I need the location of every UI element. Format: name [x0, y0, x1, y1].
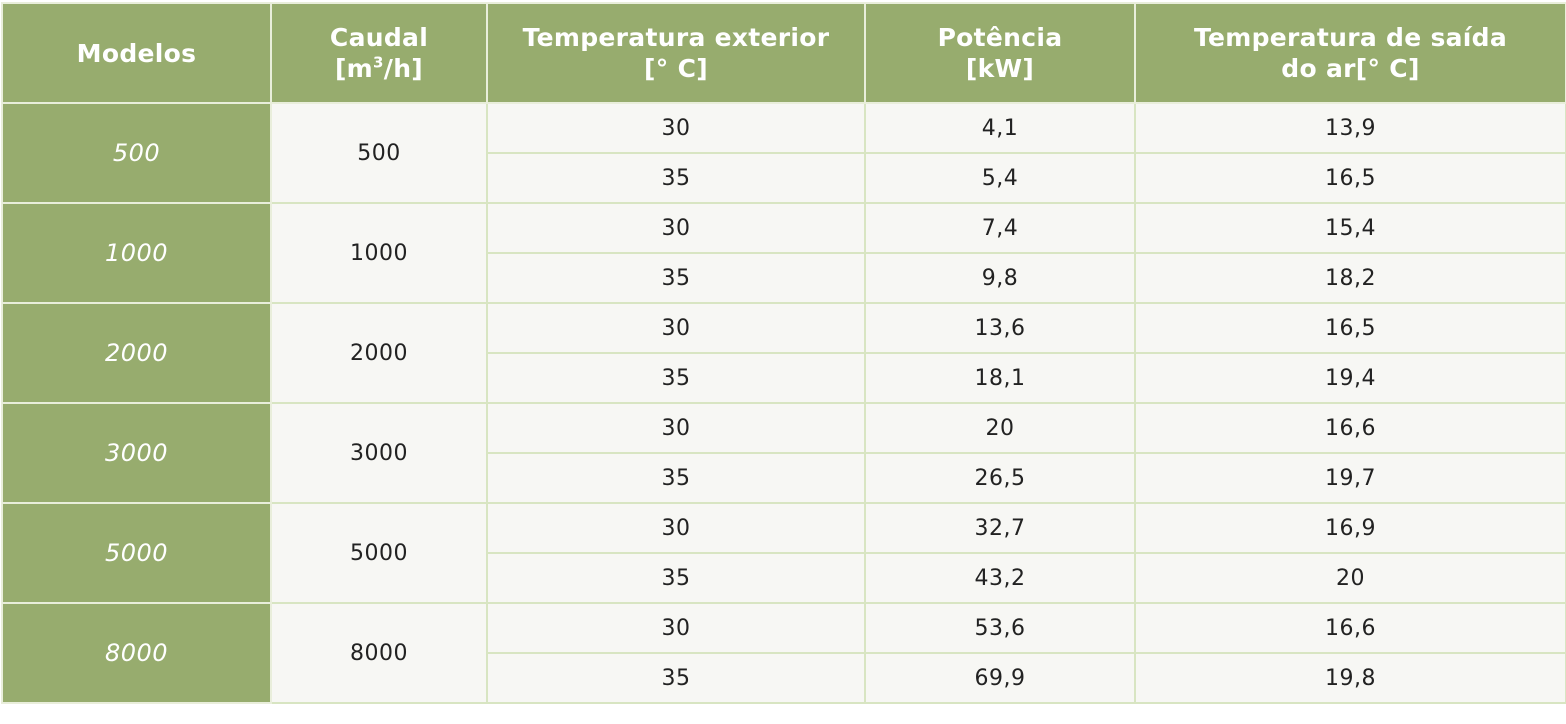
header-temperatura-exterior: Temperatura exterior [° C] [486, 2, 866, 104]
temperatura-saida-cell: 19,8 [1134, 652, 1566, 704]
caudal-cell: 1000 [270, 202, 488, 304]
temperatura-saida-cell: 18,2 [1134, 252, 1566, 304]
header-temperatura-exterior-unit: [° C] [644, 54, 708, 83]
temperatura-saida-cell: 16,6 [1134, 602, 1566, 654]
temperatura-saida-cell: 15,4 [1134, 202, 1566, 254]
header-temperatura-saida: Temperatura de saída do ar[° C] [1134, 2, 1566, 104]
potencia-cell: 4,1 [864, 102, 1136, 154]
temperatura-saida-cell: 16,5 [1134, 302, 1566, 354]
temperatura-exterior-cell: 30 [486, 202, 866, 254]
header-caudal-label: Caudal [329, 23, 429, 52]
table-row: 35 5,4 16,5 [2, 152, 1566, 204]
potencia-cell: 32,7 [864, 502, 1136, 554]
header-caudal-unit-pre: [m [334, 54, 374, 83]
table-row: 1000 1000 30 7,4 15,4 [1, 202, 1566, 304]
temperatura-exterior-cell: 30 [486, 402, 866, 454]
potencia-cell: 7,4 [864, 202, 1136, 254]
temperatura-exterior-cell: 35 [486, 152, 866, 204]
table-row: 8000 8000 30 53,6 16,6 [1, 602, 1566, 704]
caudal-cell: 500 [270, 102, 488, 204]
temperatura-saida-cell: 13,9 [1134, 102, 1566, 154]
header-caudal-unit-post: /h] [383, 54, 424, 83]
table-row: 35 9,8 18,2 [2, 252, 1566, 304]
caudal-cell: 5000 [270, 502, 488, 604]
model-cell: 500 [1, 102, 272, 204]
potencia-cell: 13,6 [864, 302, 1136, 354]
potencia-cell: 9,8 [864, 252, 1136, 304]
temperatura-exterior-cell: 35 [486, 352, 866, 404]
temperatura-exterior-cell: 30 [486, 502, 866, 554]
temperatura-saida-cell: 16,5 [1134, 152, 1566, 204]
table-body: 500 500 30 4,1 13,9 35 5,4 16,5 1000 100… [1, 102, 1566, 704]
header-potencia: Potência [kW] [864, 2, 1136, 104]
caudal-cell: 2000 [270, 302, 488, 404]
header-caudal: Caudal [m3/h] [270, 2, 488, 104]
model-cell: 1000 [1, 202, 272, 304]
table-row: 35 69,9 19,8 [2, 652, 1566, 704]
header-temperatura-saida-unit: do ar[° C] [1281, 54, 1420, 83]
header-temperatura-exterior-label: Temperatura exterior [522, 23, 830, 52]
temperatura-exterior-cell: 30 [486, 302, 866, 354]
table-row: 3000 3000 30 20 16,6 [1, 402, 1566, 504]
potencia-cell: 69,9 [864, 652, 1136, 704]
table-row: 35 26,5 19,7 [2, 452, 1566, 504]
model-cell: 8000 [1, 602, 272, 704]
potencia-cell: 5,4 [864, 152, 1136, 204]
caudal-cell: 3000 [270, 402, 488, 504]
header-row: Modelos Caudal [m3/h] Temperatura exteri… [1, 2, 1566, 104]
model-cell: 5000 [1, 502, 272, 604]
temperatura-saida-cell: 16,6 [1134, 402, 1566, 454]
model-cell: 2000 [1, 302, 272, 404]
table-row: 35 18,1 19,4 [2, 352, 1566, 404]
table-header: Modelos Caudal [m3/h] Temperatura exteri… [1, 2, 1566, 104]
table-row: 500 500 30 4,1 13,9 [1, 102, 1566, 204]
table-row: 35 43,2 20 [2, 552, 1566, 604]
temperatura-exterior-cell: 35 [486, 252, 866, 304]
potencia-cell: 20 [864, 402, 1136, 454]
header-potencia-unit: [kW] [965, 54, 1035, 83]
model-cell: 3000 [1, 402, 272, 504]
header-caudal-unit-sup: 3 [373, 53, 384, 72]
specs-table: Modelos Caudal [m3/h] Temperatura exteri… [1, 2, 1566, 704]
potencia-cell: 18,1 [864, 352, 1136, 404]
temperatura-exterior-cell: 35 [486, 452, 866, 504]
temperatura-exterior-cell: 35 [486, 652, 866, 704]
temperatura-exterior-cell: 30 [486, 102, 866, 154]
potencia-cell: 53,6 [864, 602, 1136, 654]
table-row: 2000 2000 30 13,6 16,5 [1, 302, 1566, 404]
header-potencia-label: Potência [937, 23, 1063, 52]
header-caudal-unit: [m3/h] [272, 53, 486, 84]
temperatura-saida-cell: 16,9 [1134, 502, 1566, 554]
temperatura-saida-cell: 19,4 [1134, 352, 1566, 404]
temperatura-saida-cell: 20 [1134, 552, 1566, 604]
header-modelos: Modelos [1, 2, 272, 104]
temperatura-exterior-cell: 30 [486, 602, 866, 654]
header-temperatura-saida-label: Temperatura de saída [1193, 23, 1508, 52]
potencia-cell: 43,2 [864, 552, 1136, 604]
temperatura-exterior-cell: 35 [486, 552, 866, 604]
header-modelos-label: Modelos [76, 38, 197, 68]
caudal-cell: 8000 [270, 602, 488, 704]
temperatura-saida-cell: 19,7 [1134, 452, 1566, 504]
potencia-cell: 26,5 [864, 452, 1136, 504]
table-row: 5000 5000 30 32,7 16,9 [1, 502, 1566, 604]
